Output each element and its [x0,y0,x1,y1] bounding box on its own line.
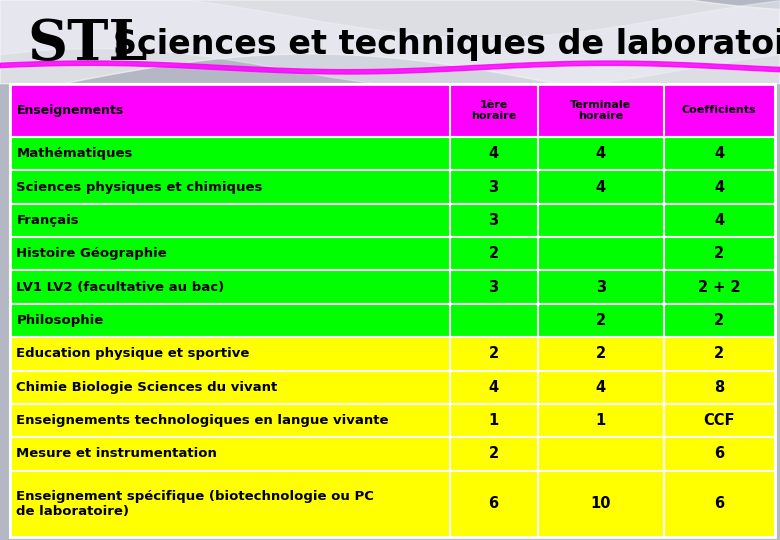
Text: 2: 2 [714,313,724,328]
Text: 8: 8 [714,380,725,395]
Text: 1: 1 [488,413,498,428]
Bar [10,470,775,537]
Text: 2 + 2: 2 + 2 [698,280,740,295]
Text: LV1 LV2 (facultative au bac): LV1 LV2 (facultative au bac) [16,281,225,294]
Bar [0,0,780,84]
Text: Terminale
horaire: Terminale horaire [570,100,631,121]
Text: 6: 6 [714,496,724,511]
Text: Sciences et techniques de laboratoire: Sciences et techniques de laboratoire [113,28,780,62]
Bar [10,84,775,537]
Text: 4: 4 [596,380,606,395]
Bar [10,337,775,370]
Text: 3: 3 [596,280,606,295]
Bar [10,204,775,237]
Text: 2: 2 [714,346,724,361]
Bar [10,137,775,171]
Text: Mesure et instrumentation: Mesure et instrumentation [16,448,218,461]
Text: 4: 4 [596,146,606,161]
Bar [10,171,775,204]
Text: 3: 3 [488,180,498,194]
Text: 1: 1 [595,413,606,428]
Bar [10,84,775,137]
Text: 2: 2 [488,447,498,461]
Bar [10,404,775,437]
Text: 6: 6 [714,447,724,461]
Text: 2: 2 [714,246,724,261]
Bar [10,237,775,271]
Text: 3: 3 [488,213,498,228]
Text: Education physique et sportive: Education physique et sportive [16,347,250,360]
Text: STL: STL [27,17,147,72]
Text: 10: 10 [590,496,611,511]
Text: 2: 2 [488,346,498,361]
Bar [10,370,775,404]
Text: 4: 4 [714,213,724,228]
Text: Sciences physiques et chimiques: Sciences physiques et chimiques [16,180,263,194]
Text: 4: 4 [714,146,724,161]
Text: 1ère
horaire: 1ère horaire [471,100,516,121]
Text: 4: 4 [488,146,498,161]
Bar [10,304,775,337]
Text: Enseignements technologiques en langue vivante: Enseignements technologiques en langue v… [16,414,389,427]
Text: 2: 2 [488,246,498,261]
Text: 2: 2 [596,313,606,328]
Text: 6: 6 [488,496,498,511]
Text: 3: 3 [488,280,498,295]
Text: Enseignement spécifique (biotechnologie ou PC
de laboratoire): Enseignement spécifique (biotechnologie … [16,490,374,518]
Text: Coefficients: Coefficients [682,105,757,116]
Text: Histoire Géographie: Histoire Géographie [16,247,167,260]
Text: Mathématiques: Mathématiques [16,147,133,160]
Text: CCF: CCF [704,413,735,428]
Text: 4: 4 [714,180,724,194]
Text: Français: Français [16,214,79,227]
Text: Chimie Biologie Sciences du vivant: Chimie Biologie Sciences du vivant [16,381,278,394]
Text: Philosophie: Philosophie [16,314,104,327]
Text: 4: 4 [596,180,606,194]
Text: 2: 2 [596,346,606,361]
Text: 4: 4 [488,380,498,395]
Text: Enseignements: Enseignements [16,104,123,117]
Bar [10,437,775,470]
Bar [10,271,775,304]
